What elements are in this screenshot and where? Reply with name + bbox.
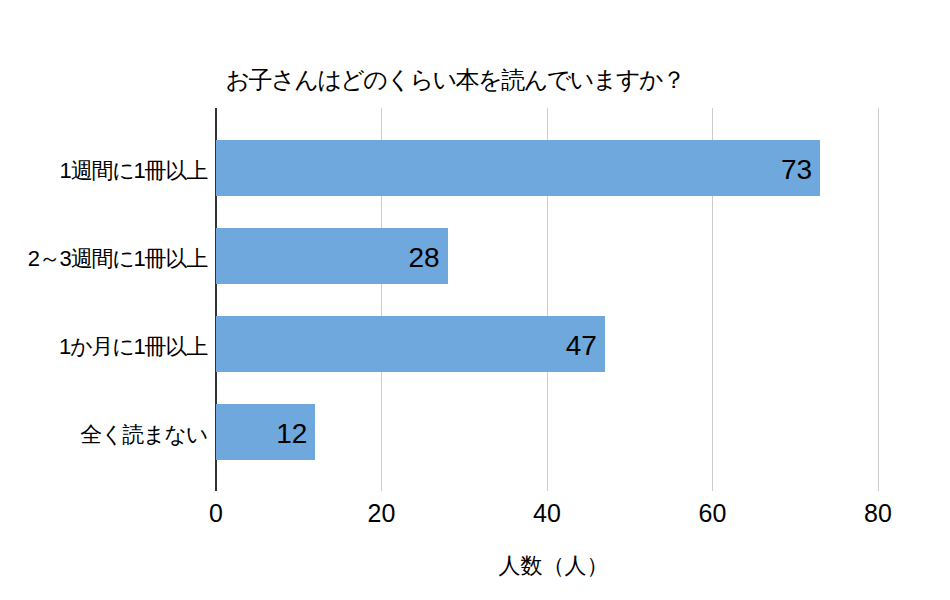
x-tick-label: 20: [342, 501, 422, 525]
x-tick-label: 40: [507, 501, 587, 525]
x-gridline: [878, 108, 879, 491]
category-label: 2～3週間に1冊以上: [0, 245, 207, 273]
category-label: 1か月に1冊以上: [0, 333, 207, 361]
chart-title: お子さんはどのくらい本を読んでいますか？: [0, 64, 910, 96]
bar-value-label: 47: [216, 332, 597, 360]
x-tick-label: 80: [838, 501, 918, 525]
x-tick-label: 60: [673, 501, 753, 525]
bar-value-label: 28: [216, 244, 440, 272]
category-label: 1週間に1冊以上: [0, 157, 207, 185]
bar-chart: お子さんはどのくらい本を読んでいますか？ 人数（人） 0 20 40 60 80 1週間に…: [0, 0, 950, 600]
category-label: 全く読まない: [0, 421, 207, 449]
bar-value-label: 73: [216, 156, 812, 184]
x-axis-title: 人数（人）: [0, 551, 950, 581]
x-tick-label: 0: [176, 501, 256, 525]
bar-value-label: 12: [216, 420, 307, 448]
